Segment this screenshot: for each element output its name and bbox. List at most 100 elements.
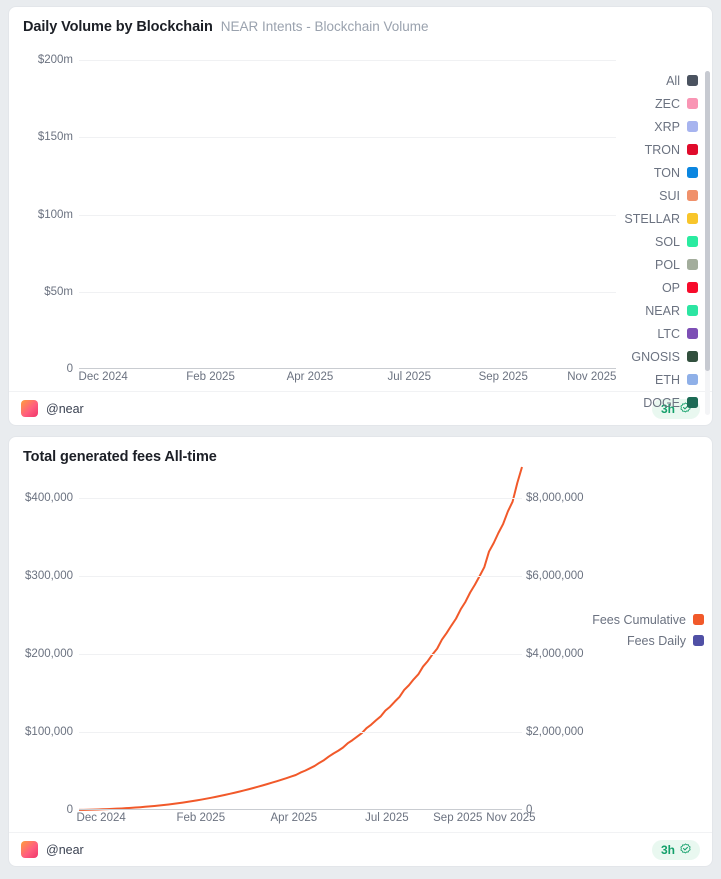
y-tick-label: 0 bbox=[526, 804, 533, 816]
legend-color-swatch bbox=[687, 259, 698, 270]
legend-color-swatch bbox=[687, 98, 698, 109]
verified-rosette-icon bbox=[680, 843, 691, 854]
legend-scrollbar[interactable] bbox=[705, 71, 710, 415]
plot-grid bbox=[79, 467, 522, 810]
legend-item-eth[interactable]: ETH bbox=[611, 368, 698, 391]
legend-scrollbar-thumb[interactable] bbox=[705, 71, 710, 371]
card-footer: @near 3h bbox=[9, 391, 712, 425]
legend-item-tron[interactable]: TRON bbox=[611, 138, 698, 161]
legend-color-swatch bbox=[687, 236, 698, 247]
x-tick-label: Apr 2025 bbox=[286, 371, 334, 383]
legend-item-label: GNOSIS bbox=[631, 349, 680, 364]
y-axis-labels-right-wrap: $8,000,000 $6,000,000 $4,000,000 $2,000,000… bbox=[522, 467, 712, 816]
cumulative-line-path bbox=[79, 467, 522, 810]
y-tick-label: $50m bbox=[44, 285, 73, 298]
y-axis-labels: $200m $150m $100m $50m 0 bbox=[9, 37, 79, 375]
legend-item-label: Fees Cumulative bbox=[592, 612, 686, 627]
near-avatar-icon bbox=[21, 400, 38, 417]
y-tick-label: $8,000,000 bbox=[526, 492, 584, 505]
legend-item-xrp[interactable]: XRP bbox=[611, 115, 698, 138]
x-tick-label: Feb 2025 bbox=[176, 812, 226, 824]
legend-item-gnosis[interactable]: GNOSIS bbox=[611, 345, 698, 368]
legend-item-label: OP bbox=[661, 280, 680, 295]
x-tick-label: Dec 2024 bbox=[78, 371, 128, 383]
legend-blockchains[interactable]: All ZEC XRP TRON TON SUI STELLAR SOL POL OP NEAR LT… bbox=[611, 69, 706, 417]
legend-item-label: SOL bbox=[654, 234, 680, 249]
x-tick-label: Nov 2025 bbox=[486, 812, 536, 824]
y-tick-label: $100,000 bbox=[25, 726, 73, 739]
x-axis-labels: Dec 2024 Feb 2025 Apr 2025 Jul 2025 Sep 2025… bbox=[78, 369, 617, 391]
card-header: Daily Volume by Blockchain NEAR Intents … bbox=[9, 7, 712, 37]
legend-item-sui[interactable]: SUI bbox=[611, 184, 698, 207]
y-axis-labels-left: $400,000 $300,000 $200,000 $100,000 0 bbox=[9, 467, 79, 816]
y-tick-label: $2,000,000 bbox=[526, 726, 584, 739]
legend-item-label: LTC bbox=[657, 326, 680, 341]
legend-item-fees-daily[interactable]: Fees Daily bbox=[592, 630, 704, 651]
legend-item-pol[interactable]: POL bbox=[611, 253, 698, 276]
plot-grid bbox=[79, 37, 616, 369]
y-tick-label: $6,000,000 bbox=[526, 570, 584, 583]
legend-item-sol[interactable]: SOL bbox=[611, 230, 698, 253]
legend-item-label: SUI bbox=[659, 188, 680, 203]
legend-item-label: POL bbox=[654, 257, 680, 272]
legend-item-label: STELLAR bbox=[624, 211, 680, 226]
legend-item-op[interactable]: OP bbox=[611, 276, 698, 299]
legend-item-doge[interactable]: DOGE bbox=[611, 391, 698, 414]
legend-item-label: NEAR bbox=[645, 303, 680, 318]
fees-cumulative-line[interactable] bbox=[79, 467, 522, 810]
author-info[interactable]: @near bbox=[21, 400, 84, 417]
gridline bbox=[79, 214, 616, 216]
legend-color-swatch bbox=[687, 282, 698, 293]
legend-color-swatch bbox=[687, 351, 698, 362]
legend-color-swatch bbox=[687, 144, 698, 155]
page-title: Total generated fees All-time bbox=[23, 449, 217, 465]
gridline bbox=[79, 732, 522, 734]
legend-color-swatch bbox=[687, 121, 698, 132]
author-info[interactable]: @near bbox=[21, 841, 84, 858]
gridline bbox=[79, 576, 522, 578]
gridline bbox=[79, 291, 616, 293]
legend-item-near[interactable]: NEAR bbox=[611, 299, 698, 322]
legend-color-swatch bbox=[693, 635, 704, 646]
card-footer: @near 3h bbox=[9, 832, 712, 866]
card-subtitle: NEAR Intents - Blockchain Volume bbox=[220, 19, 429, 34]
x-tick-label: Sep 2025 bbox=[478, 371, 528, 383]
legend-item-zec[interactable]: ZEC bbox=[611, 92, 698, 115]
x-axis-labels: Dec 2024 Feb 2025 Apr 2025 Jul 2025 Sep 2025… bbox=[77, 810, 536, 832]
gridline bbox=[79, 498, 522, 500]
near-avatar-icon bbox=[21, 841, 38, 858]
author-name: @near bbox=[46, 401, 84, 416]
x-tick-label: Sep 2025 bbox=[433, 812, 483, 824]
author-name: @near bbox=[46, 842, 84, 857]
refresh-interval-label: 3h bbox=[660, 842, 675, 857]
legend-color-swatch bbox=[687, 328, 698, 339]
legend-color-swatch bbox=[687, 167, 698, 178]
y-axis-labels-right: $8,000,000 $6,000,000 $4,000,000 $2,000,000… bbox=[522, 467, 712, 816]
plot-area-daily-volume: $200m $150m $100m $50m 0 All ZEC XRP TRON TON SUI… bbox=[9, 37, 712, 415]
y-tick-label: $200,000 bbox=[25, 648, 73, 661]
stacked-bar-series[interactable] bbox=[79, 37, 616, 369]
legend-item-ton[interactable]: TON bbox=[611, 161, 698, 184]
y-tick-label: $400,000 bbox=[25, 492, 73, 505]
zero-axis-line bbox=[79, 367, 616, 369]
legend-color-swatch bbox=[687, 190, 698, 201]
y-tick-label: $150m bbox=[37, 131, 73, 144]
legend-item-stellar[interactable]: STELLAR bbox=[611, 207, 698, 230]
legend-item-ltc[interactable]: LTC bbox=[611, 322, 698, 345]
legend-item-label: TON bbox=[653, 165, 680, 180]
legend-item-cardano[interactable]: CARDANO bbox=[611, 414, 698, 417]
refresh-status-badge[interactable]: 3h bbox=[651, 839, 700, 860]
x-tick-label: Feb 2025 bbox=[186, 371, 235, 383]
gridline bbox=[79, 654, 522, 656]
y-tick-label: $4,000,000 bbox=[526, 648, 584, 661]
legend-color-swatch bbox=[687, 75, 698, 86]
legend-fees[interactable]: Fees Cumulative Fees Daily bbox=[592, 609, 704, 651]
legend-item-all[interactable]: All bbox=[611, 69, 698, 92]
legend-item-label: ZEC bbox=[655, 96, 680, 111]
gridline bbox=[79, 137, 616, 139]
legend-item-label: XRP bbox=[654, 119, 680, 134]
x-tick-label: Apr 2025 bbox=[270, 812, 318, 824]
legend-item-fees-cumulative[interactable]: Fees Cumulative bbox=[592, 609, 704, 630]
gridline bbox=[79, 60, 616, 62]
